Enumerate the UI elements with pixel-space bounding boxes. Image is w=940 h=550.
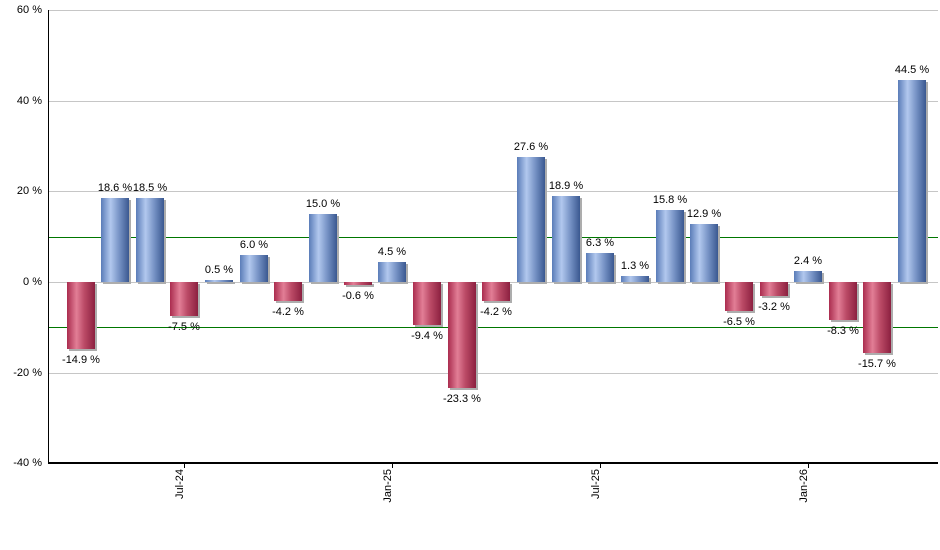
bar-value-label: -7.5 % xyxy=(168,321,200,333)
bar-value-label: -23.3 % xyxy=(443,393,481,405)
bar-value-label: 15.8 % xyxy=(652,194,688,206)
y-tick-label: -20 % xyxy=(13,367,42,379)
bar xyxy=(794,271,822,282)
bar xyxy=(413,282,441,325)
reference-line xyxy=(48,237,938,238)
bar xyxy=(482,282,510,301)
bar-value-label: 15.0 % xyxy=(305,198,341,210)
bar-value-label: 0.5 % xyxy=(204,264,234,276)
bar-value-label: -8.3 % xyxy=(827,325,859,337)
x-tick-mark xyxy=(600,463,601,468)
bar xyxy=(863,282,891,353)
bar xyxy=(760,282,788,296)
y-gridline xyxy=(48,101,938,102)
y-tick-label: 40 % xyxy=(16,95,42,107)
bar xyxy=(309,214,337,282)
bar-value-label: 2.4 % xyxy=(793,255,823,267)
bar-value-label: 44.5 % xyxy=(894,64,930,76)
x-tick-label: Jan-25 xyxy=(382,469,394,503)
bar xyxy=(621,276,649,282)
bar-value-label: -0.6 % xyxy=(342,290,374,302)
y-gridline xyxy=(48,191,938,192)
reference-line xyxy=(48,327,938,328)
y-axis-line xyxy=(48,10,49,463)
x-tick-mark xyxy=(184,463,185,468)
x-axis-line xyxy=(48,462,938,464)
bar xyxy=(240,255,268,282)
bar-value-label: -9.4 % xyxy=(411,330,443,342)
bar xyxy=(448,282,476,388)
bar-value-label: -3.2 % xyxy=(758,301,790,313)
bar xyxy=(67,282,95,349)
x-tick-mark xyxy=(808,463,809,468)
y-gridline xyxy=(48,373,938,374)
bar-value-label: 1.3 % xyxy=(620,260,650,272)
bar xyxy=(898,80,926,282)
bar-value-label: 12.9 % xyxy=(686,208,722,220)
bar-value-label: -4.2 % xyxy=(480,306,512,318)
bar xyxy=(517,157,545,282)
bar-value-label: 18.5 % xyxy=(132,182,168,194)
bar-value-label: -15.7 % xyxy=(858,358,896,370)
bar-value-label: 4.5 % xyxy=(377,246,407,258)
bar xyxy=(344,282,372,285)
bar-value-label: 6.3 % xyxy=(585,237,615,249)
x-tick-label: Jul-25 xyxy=(590,469,602,499)
y-tick-label: -40 % xyxy=(13,457,42,469)
bar xyxy=(274,282,302,301)
y-tick-label: 0 % xyxy=(23,276,42,288)
y-tick-label: 60 % xyxy=(16,4,42,16)
bar-value-label: 18.9 % xyxy=(548,180,584,192)
bar xyxy=(690,224,718,282)
bar-value-label: 6.0 % xyxy=(239,239,269,251)
bar xyxy=(725,282,753,311)
bar xyxy=(829,282,857,320)
y-tick-label: 20 % xyxy=(16,185,42,197)
y-gridline xyxy=(48,10,938,11)
bar-value-label: -4.2 % xyxy=(272,306,304,318)
x-tick-mark xyxy=(392,463,393,468)
bar xyxy=(552,196,580,282)
bar-value-label: -14.9 % xyxy=(62,354,100,366)
x-tick-label: Jan-26 xyxy=(798,469,810,503)
x-tick-label: Jul-24 xyxy=(174,469,186,499)
bar-value-label: 18.6 % xyxy=(97,182,133,194)
bar xyxy=(656,210,684,282)
bar xyxy=(205,280,233,282)
bar xyxy=(378,262,406,282)
bar-value-label: 27.6 % xyxy=(513,141,549,153)
bar-value-label: -6.5 % xyxy=(723,316,755,328)
bar xyxy=(586,253,614,282)
bar xyxy=(136,198,164,282)
bar xyxy=(101,198,129,282)
bar xyxy=(170,282,198,316)
